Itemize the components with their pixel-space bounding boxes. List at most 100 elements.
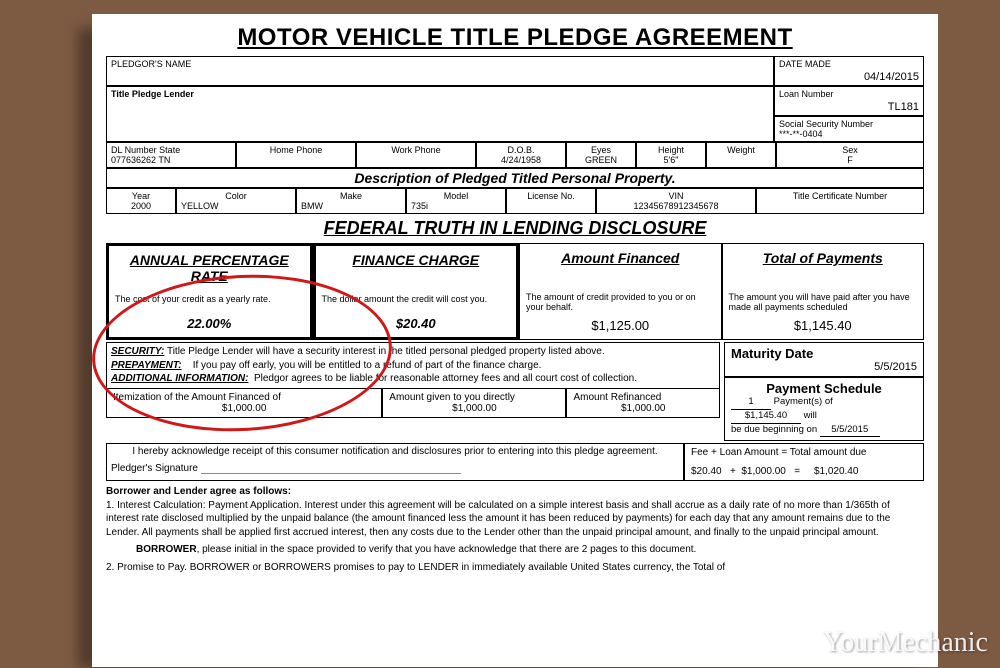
model-value: 735i	[411, 201, 501, 211]
af-desc: The amount of credit provided to you or …	[526, 292, 715, 312]
ftl-boxes: ANNUAL PERCENTAGE RATE The cost of your …	[106, 243, 924, 340]
apr-header: ANNUAL PERCENTAGE RATE	[115, 252, 304, 288]
itemization-cell: Itemization of the Amount Financed of $1…	[106, 388, 382, 418]
agree-p2b: , please initial in the space provided t…	[197, 544, 697, 555]
dob-label: D.O.B.	[481, 145, 561, 155]
ftl-heading: FEDERAL TRUTH IN LENDING DISCLOSURE	[106, 218, 924, 239]
make-value: BMW	[301, 201, 401, 211]
fee-b: $1,000.00	[741, 466, 786, 477]
eyes-value: GREEN	[571, 155, 631, 165]
work-phone-cell: Work Phone	[356, 142, 476, 168]
amount-financed-box: Amount Financed The amount of credit pro…	[519, 243, 722, 340]
home-phone-cell: Home Phone	[236, 142, 356, 168]
height-cell: Height 5'6"	[636, 142, 706, 168]
color-value: YELLOW	[181, 201, 291, 211]
property-heading: Description of Pledged Titled Personal P…	[106, 168, 924, 188]
fc-desc: The dollar amount the credit will cost y…	[322, 294, 511, 310]
maturity-label: Maturity Date	[731, 346, 917, 361]
schedule-amount-suffix: will	[804, 410, 817, 421]
finance-charge-box: FINANCE CHARGE The dollar amount the cre…	[313, 243, 520, 340]
dl-label: DL Number State	[111, 145, 231, 155]
prepay-text: If you pay off early, you will be entitl…	[193, 360, 542, 371]
item-v3: $1,000.00	[573, 403, 713, 414]
lender-label: Title Pledge Lender	[111, 89, 769, 99]
item-l2: Amount given to you directly	[389, 392, 559, 403]
apr-box: ANNUAL PERCENTAGE RATE The cost of your …	[106, 243, 313, 340]
sex-label: Sex	[781, 145, 919, 155]
eyes-label: Eyes	[571, 145, 631, 155]
work-phone-label: Work Phone	[361, 145, 471, 155]
ssn-value: ***-**-0404	[779, 129, 919, 139]
ack-text: I hereby acknowledge receipt of this con…	[111, 446, 679, 457]
tp-value: $1,145.40	[729, 318, 918, 333]
vin-label: VIN	[601, 191, 751, 201]
dob-value: 4/24/1958	[481, 155, 561, 165]
title-cert-cell: Title Certificate Number	[756, 188, 924, 214]
fc-header: FINANCE CHARGE	[322, 252, 511, 288]
terms-box: SECURITY: Title Pledge Lender will have …	[106, 342, 720, 388]
tp-header: Total of Payments	[729, 250, 918, 286]
weight-cell: Weight	[706, 142, 776, 168]
sex-cell: Sex F	[776, 142, 924, 168]
weight-label: Weight	[711, 145, 771, 155]
item-l3: Amount Refinanced	[573, 392, 713, 403]
doc-title: MOTOR VEHICLE TITLE PLEDGE AGREEMENT	[106, 24, 924, 52]
fee-eq: =	[794, 466, 800, 477]
vin-cell: VIN 12345678912345678	[596, 188, 756, 214]
date-made-value: 04/14/2015	[779, 71, 919, 83]
addl-text: Pledgor agrees to be liable for reasonab…	[254, 373, 637, 384]
agree-p1: 1. Interest Calculation: Payment Applica…	[106, 499, 924, 540]
af-value: $1,125.00	[526, 318, 715, 333]
apr-desc: The cost of your credit as a yearly rate…	[115, 294, 304, 310]
vin-value: 12345678912345678	[601, 201, 751, 211]
dl-value: 077636262 TN	[111, 155, 231, 165]
pledgor-label: PLEDGOR'S NAME	[111, 59, 769, 69]
color-cell: Color YELLOW	[176, 188, 296, 214]
title-cert-label: Title Certificate Number	[761, 191, 919, 201]
dl-cell: DL Number State 077636262 TN	[106, 142, 236, 168]
af-header: Amount Financed	[526, 250, 715, 286]
pledgor-name-cell: PLEDGOR'S NAME	[106, 56, 774, 86]
maturity-value: 5/5/2015	[731, 361, 917, 373]
make-cell: Make BMW	[296, 188, 406, 214]
amount-given-cell: Amount given to you directly $1,000.00	[382, 388, 566, 418]
ack-cell: I hereby acknowledge receipt of this con…	[106, 443, 684, 481]
height-value: 5'6"	[641, 155, 701, 165]
ssn-cell: Social Security Number ***-**-0404	[774, 116, 924, 142]
model-label: Model	[411, 191, 501, 201]
sig-label: Pledger's Signature	[111, 463, 198, 474]
apr-value: 22.00%	[115, 316, 304, 331]
tp-desc: The amount you will have paid after you …	[729, 292, 918, 312]
schedule-due-prefix: be due beginning on	[731, 424, 817, 435]
color-label: Color	[181, 191, 291, 201]
agree-p3: 2. Promise to Pay. BORROWER or BORROWERS…	[106, 561, 924, 575]
agreement-section: Borrower and Lender agree as follows: 1.…	[106, 485, 924, 574]
amount-refinanced-cell: Amount Refinanced $1,000.00	[566, 388, 720, 418]
height-label: Height	[641, 145, 701, 155]
fee-a: $20.40	[691, 466, 722, 477]
loan-cell: Loan Number TL181	[774, 86, 924, 116]
prepay-label: PREPAYMENT:	[111, 360, 182, 371]
item-v2: $1,000.00	[389, 403, 559, 414]
fee-box: Fee + Loan Amount = Total amount due $20…	[684, 443, 924, 481]
fee-plus: +	[730, 466, 736, 477]
date-made-label: DATE MADE	[779, 59, 919, 69]
agree-heading: Borrower and Lender agree as follows:	[106, 485, 924, 499]
schedule-label: Payment Schedule	[731, 381, 917, 396]
maturity-box: Maturity Date 5/5/2015	[724, 342, 924, 377]
security-text: Title Pledge Lender will have a security…	[167, 346, 605, 357]
schedule-amount: $1,145.40	[731, 410, 801, 424]
make-label: Make	[301, 191, 401, 201]
item-l1: Itemization of the Amount Financed of	[113, 392, 375, 403]
total-payments-box: Total of Payments The amount you will ha…	[722, 243, 925, 340]
year-value: 2000	[111, 201, 171, 211]
license-label: License No.	[511, 191, 591, 201]
schedule-count-suffix: Payment(s) of	[774, 396, 833, 407]
home-phone-label: Home Phone	[241, 145, 351, 155]
ssn-label: Social Security Number	[779, 119, 919, 129]
lender-cell: Title Pledge Lender	[106, 86, 774, 142]
eyes-cell: Eyes GREEN	[566, 142, 636, 168]
schedule-due: 5/5/2015	[820, 424, 880, 438]
fc-value: $20.40	[322, 316, 511, 331]
loan-value: TL181	[779, 101, 919, 113]
